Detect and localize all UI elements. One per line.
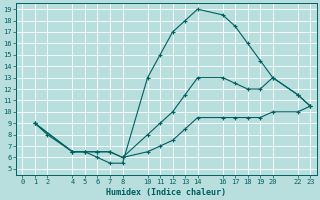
X-axis label: Humidex (Indice chaleur): Humidex (Indice chaleur) <box>106 188 226 197</box>
